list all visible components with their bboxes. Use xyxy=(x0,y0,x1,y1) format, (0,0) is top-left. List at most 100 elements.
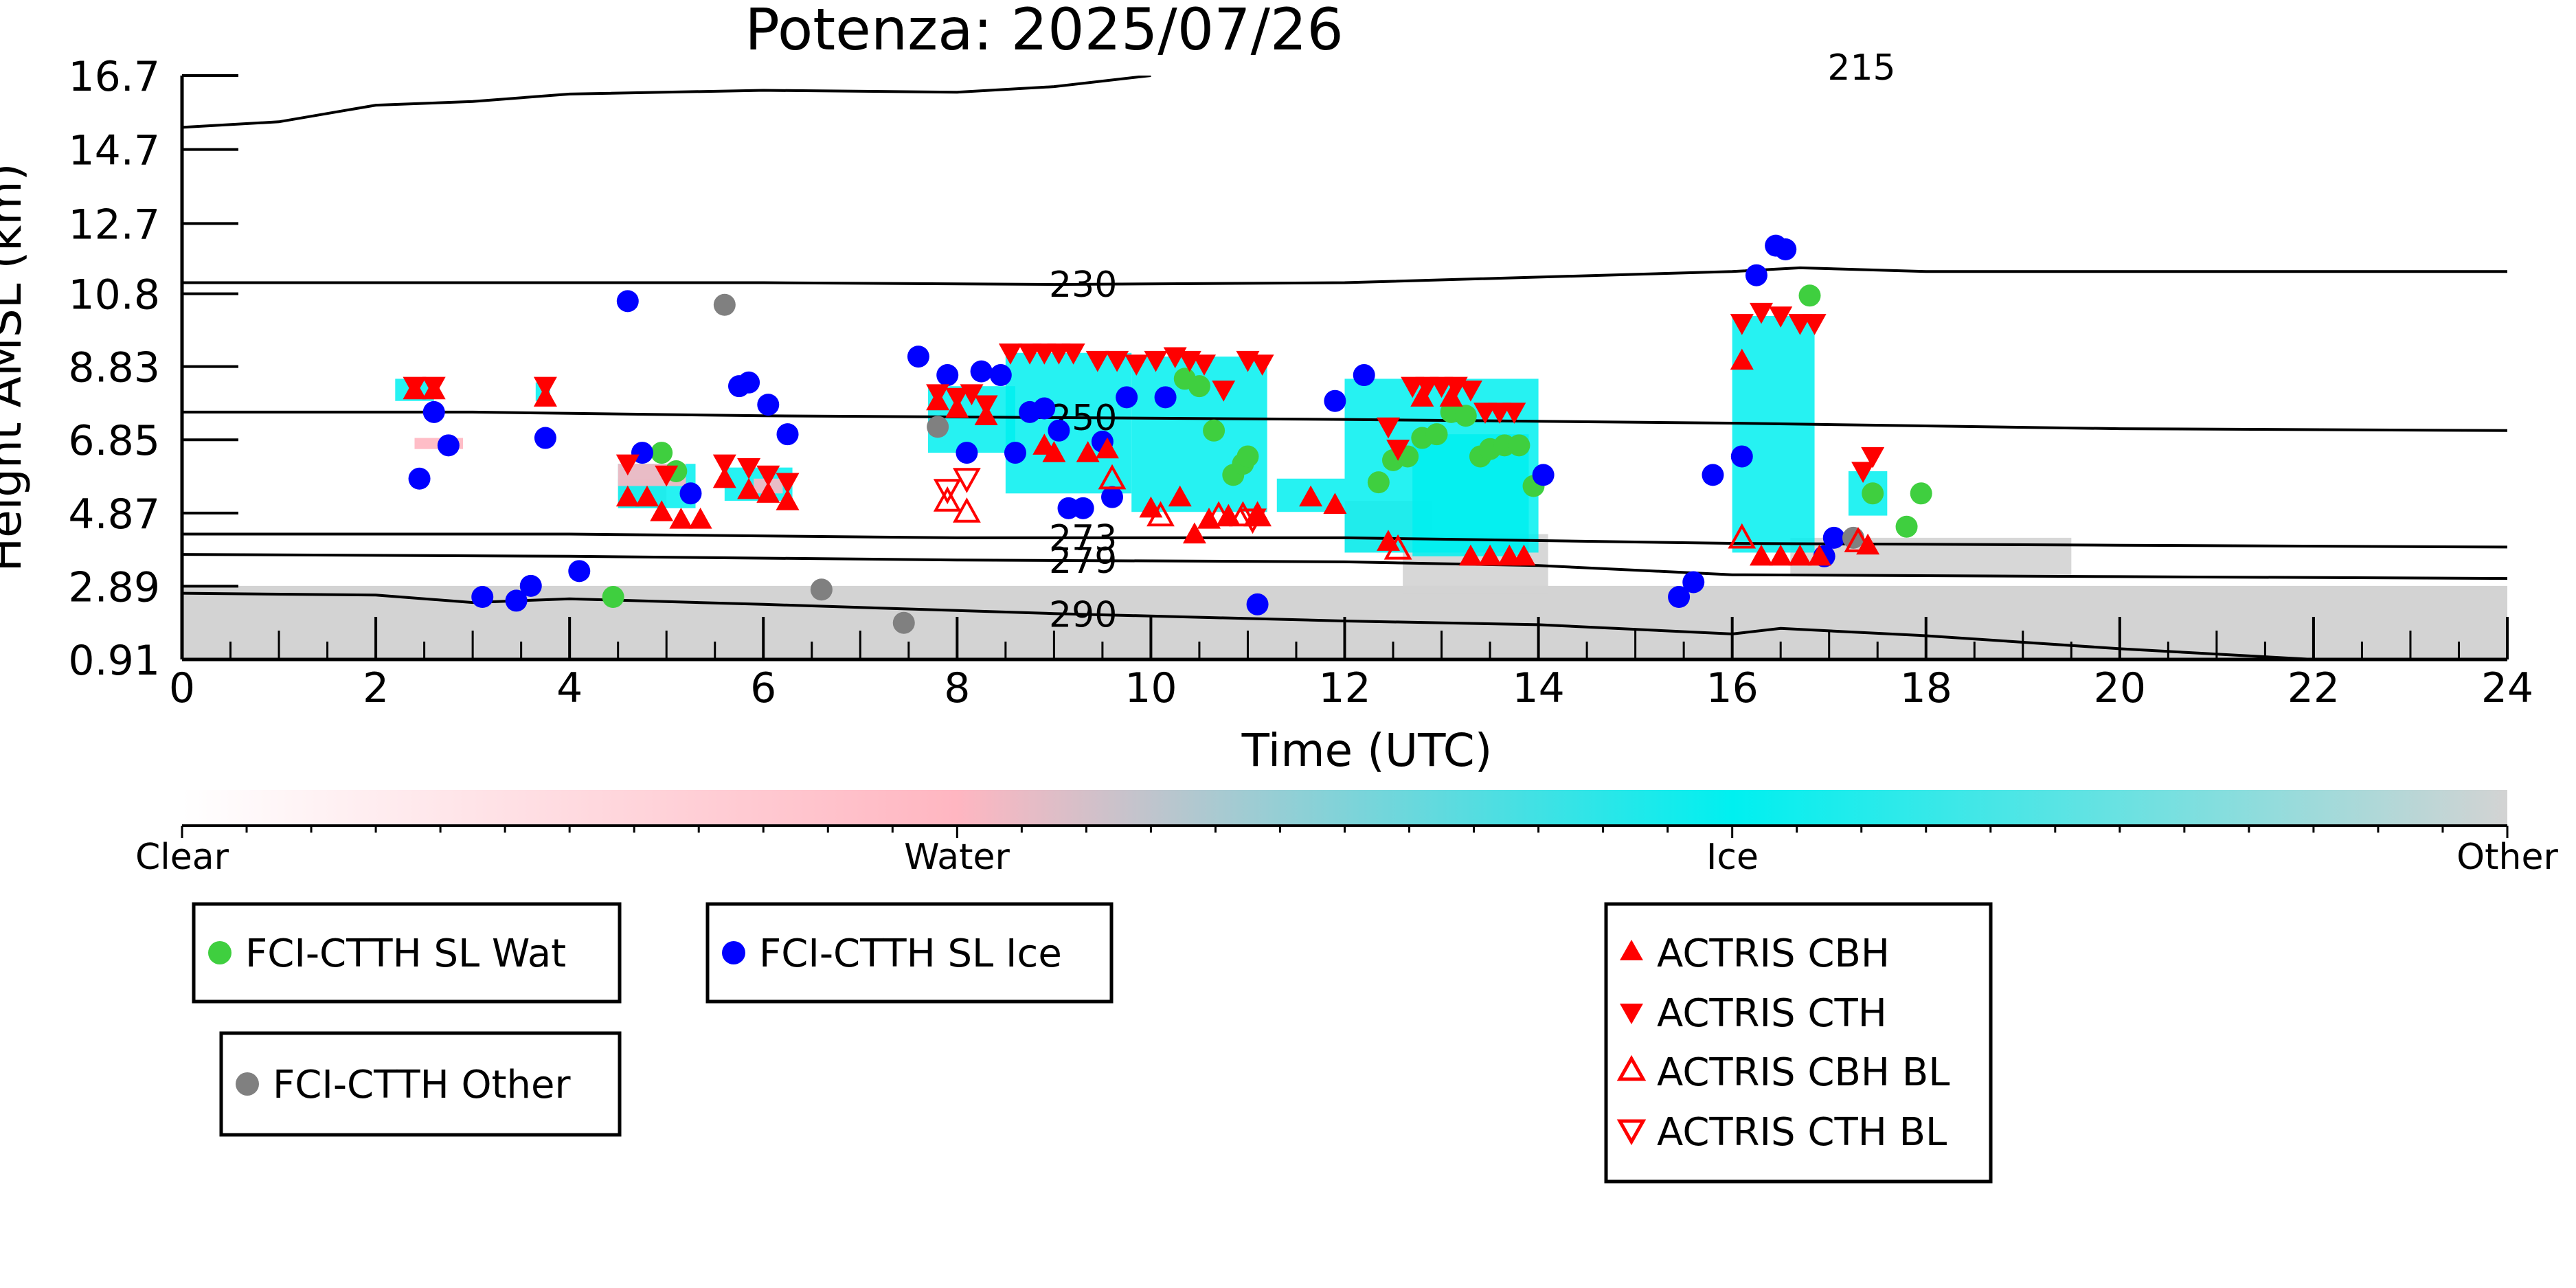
legend-text-cth: ACTRIS CTH xyxy=(1657,991,1887,1036)
point-fci-ctth-sl-ice xyxy=(1154,386,1177,409)
point-fci-ctth-sl-ice xyxy=(989,364,1012,387)
point-actris-cth xyxy=(960,384,984,405)
point-actris-cth xyxy=(1803,314,1827,335)
point-actris-cbh xyxy=(688,508,712,529)
point-actris-cbh xyxy=(712,466,736,488)
legend-text-ice: FCI-CTTH SL Ice xyxy=(759,931,1062,976)
contour-label-279: 279 xyxy=(1049,541,1117,582)
x-tick-label: 16 xyxy=(1706,664,1758,712)
point-fci-ctth-sl-wat xyxy=(602,586,624,609)
point-fci-ctth-sl-ice xyxy=(907,346,929,368)
point-actris-cbh xyxy=(1042,441,1066,462)
contour-label-230: 230 xyxy=(1049,264,1117,306)
point-actris-cbh xyxy=(1512,544,1536,566)
x-tick-label: 0 xyxy=(169,664,195,712)
point-fci-ctth-sl-ice xyxy=(1774,238,1797,261)
point-actris-cbh xyxy=(1856,533,1880,555)
point-actris-cbh-bl xyxy=(933,486,962,512)
point-fci-ctth-other xyxy=(927,416,949,438)
colorbar-label-ice: Ice xyxy=(1706,837,1759,878)
point-actris-cth-bl xyxy=(1239,508,1267,534)
point-actris-cth xyxy=(1502,403,1526,424)
x-axis-label: Time (UTC) xyxy=(1241,724,1493,777)
point-actris-cbh xyxy=(1182,522,1206,544)
y-tick-label: 4.87 xyxy=(68,490,160,539)
legend-marker-other xyxy=(236,1072,259,1096)
colorbar-label-other: Other xyxy=(2456,837,2558,878)
point-actris-cth xyxy=(655,465,679,487)
point-actris-cbh xyxy=(1807,544,1831,566)
point-fci-ctth-sl-ice xyxy=(1116,386,1138,409)
x-tick-label: 10 xyxy=(1125,664,1177,712)
point-fci-ctth-sl-ice xyxy=(956,442,978,464)
point-actris-cth xyxy=(1377,417,1400,439)
point-actris-cbh xyxy=(1439,385,1463,407)
point-actris-cbh xyxy=(1168,485,1192,507)
point-actris-cbh-bl xyxy=(1383,534,1412,560)
point-actris-cth xyxy=(1750,302,1773,324)
y-tick-label: 6.85 xyxy=(68,417,160,465)
point-fci-ctth-sl-ice xyxy=(970,360,993,383)
point-actris-cth xyxy=(926,384,950,405)
y-tick-label: 16.7 xyxy=(68,53,160,101)
legend-marker-wat xyxy=(208,941,231,964)
point-actris-cth-bl xyxy=(933,479,962,505)
cloud-mask-ice xyxy=(1732,315,1815,553)
x-tick-label: 24 xyxy=(2481,664,2533,712)
colorbar-label-water: Water xyxy=(904,837,1010,878)
point-actris-cbh xyxy=(1478,544,1502,566)
point-fci-ctth-sl-wat xyxy=(1367,471,1390,494)
point-fci-ctth-sl-ice xyxy=(1532,464,1555,486)
point-actris-cth xyxy=(756,465,780,487)
x-tick-label: 6 xyxy=(750,664,776,712)
x-tick-label: 20 xyxy=(2094,664,2146,712)
point-fci-ctth-sl-wat xyxy=(1236,445,1259,468)
point-fci-ctth-sl-ice xyxy=(776,423,799,446)
point-fci-ctth-sl-ice xyxy=(1324,389,1346,412)
point-actris-cbh xyxy=(1788,544,1812,566)
temperature-contour-279 xyxy=(182,553,2507,580)
legend-text-cbh-bl: ACTRIS CBH BL xyxy=(1657,1050,1950,1095)
temperature-contour-250 xyxy=(182,410,2507,432)
point-fci-ctth-sl-wat xyxy=(1895,515,1918,538)
point-fci-ctth-sl-ice xyxy=(616,290,639,313)
point-fci-ctth-sl-ice xyxy=(1004,442,1026,464)
y-axis-label: Height AMSL (km) xyxy=(0,163,32,572)
point-actris-cbh-bl xyxy=(953,497,981,523)
point-actris-cth xyxy=(945,387,969,409)
point-actris-cbh xyxy=(615,485,640,507)
legend-box-wat: FCI-CTTH SL Wat xyxy=(192,902,622,1004)
legend-text-cbh: ACTRIS CBH xyxy=(1657,931,1890,976)
point-actris-cbh-bl xyxy=(1204,501,1233,527)
point-actris-cbh xyxy=(776,489,800,510)
point-fci-ctth-sl-ice xyxy=(936,364,959,387)
y-tick-label: 12.7 xyxy=(68,201,160,249)
point-fci-ctth-sl-ice xyxy=(1033,397,1056,420)
x-tick-label: 4 xyxy=(556,664,583,712)
point-fci-ctth-sl-ice xyxy=(471,586,494,609)
point-actris-cth xyxy=(422,376,446,398)
point-fci-ctth-other xyxy=(713,293,736,316)
point-fci-ctth-sl-ice xyxy=(1246,593,1269,615)
point-actris-cth xyxy=(1105,350,1129,372)
legend-box-other: FCI-CTTH Other xyxy=(219,1031,622,1137)
point-fci-ctth-sl-ice xyxy=(534,427,556,449)
contour-label-215: 215 xyxy=(1827,47,1895,89)
x-tick-label: 8 xyxy=(944,664,970,712)
colorbar xyxy=(182,790,2507,826)
temperature-contour-215 xyxy=(182,76,1151,129)
point-fci-ctth-sl-ice xyxy=(1822,526,1845,549)
point-actris-cbh xyxy=(1299,485,1323,507)
point-fci-ctth-sl-ice xyxy=(1745,264,1767,286)
point-actris-cbh xyxy=(756,482,780,503)
point-fci-ctth-sl-wat xyxy=(1425,423,1448,446)
x-tick-label: 22 xyxy=(2287,664,2340,712)
point-fci-ctth-sl-ice xyxy=(1702,464,1724,486)
point-actris-cth xyxy=(1769,306,1793,328)
point-actris-cbh xyxy=(669,508,693,529)
point-actris-cth xyxy=(974,395,998,417)
point-actris-cbh-bl xyxy=(1146,501,1175,527)
point-actris-cth xyxy=(1144,350,1168,372)
chart-title: Potenza: 2025/07/26 xyxy=(745,0,1344,63)
